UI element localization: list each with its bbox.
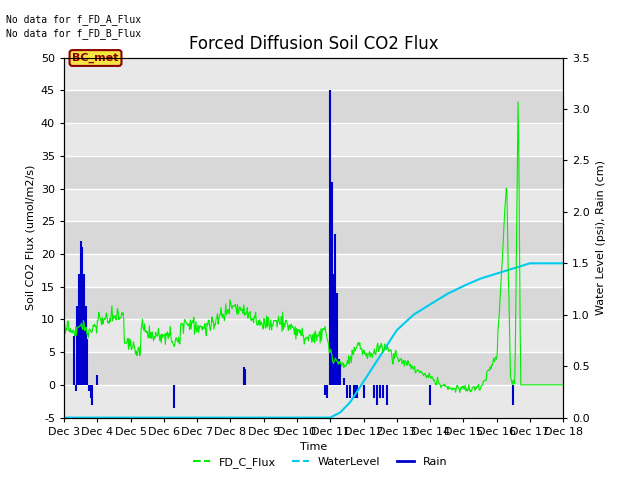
Text: No data for f_FD_A_Flux: No data for f_FD_A_Flux <box>6 13 141 24</box>
Legend: FD_C_Flux, WaterLevel, Rain: FD_C_Flux, WaterLevel, Rain <box>188 452 452 472</box>
Bar <box>64 319 563 352</box>
Bar <box>64 385 563 418</box>
Bar <box>64 90 563 123</box>
Bar <box>64 254 563 287</box>
Text: BC_met: BC_met <box>72 53 118 63</box>
Text: No data for f_FD_B_Flux: No data for f_FD_B_Flux <box>6 28 141 39</box>
Bar <box>64 123 563 156</box>
Bar <box>64 287 563 319</box>
X-axis label: Time: Time <box>300 442 327 452</box>
Bar <box>64 156 563 189</box>
Bar <box>64 221 563 254</box>
Bar <box>64 352 563 385</box>
Title: Forced Diffusion Soil CO2 Flux: Forced Diffusion Soil CO2 Flux <box>189 35 438 53</box>
Bar <box>64 189 563 221</box>
Y-axis label: Water Level (psi), Rain (cm): Water Level (psi), Rain (cm) <box>596 160 605 315</box>
Y-axis label: Soil CO2 Flux (umol/m2/s): Soil CO2 Flux (umol/m2/s) <box>26 165 35 310</box>
Bar <box>64 58 563 90</box>
